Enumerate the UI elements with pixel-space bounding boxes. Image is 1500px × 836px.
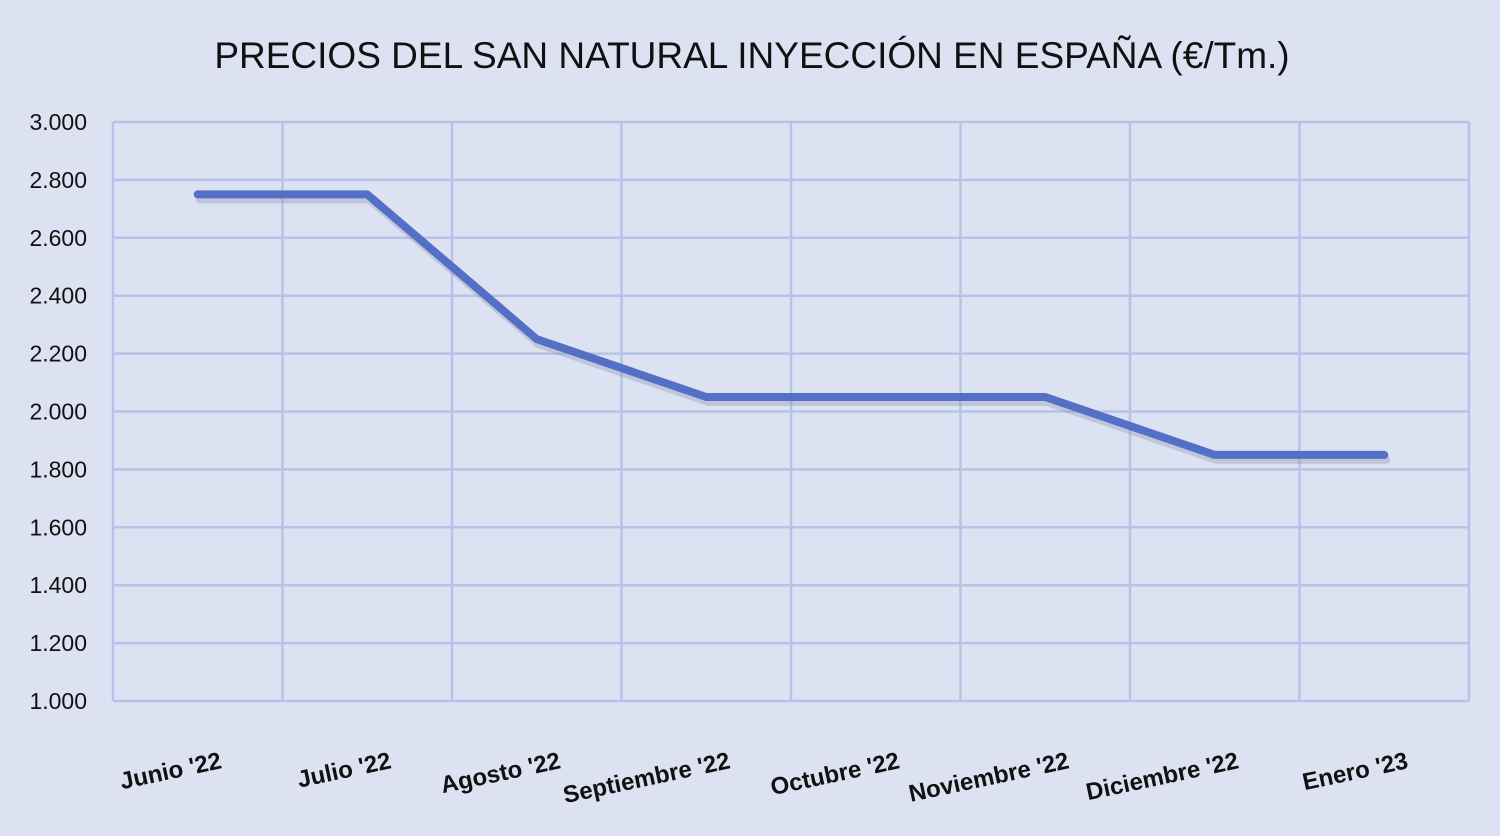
series bbox=[193, 190, 1391, 464]
y-axis: 1.000 1.200 1.400 1.600 1.800 2.000 2.200 2.400… bbox=[29, 109, 87, 714]
x-tick-label: Enero '23 bbox=[1300, 747, 1410, 796]
series-line bbox=[193, 190, 1389, 459]
y-tick-label: 1.000 bbox=[29, 688, 87, 714]
x-tick-label: Agosto '22 bbox=[438, 747, 563, 799]
y-tick-label: 2.000 bbox=[29, 399, 87, 425]
x-tick-label: Noviembre '22 bbox=[906, 747, 1071, 807]
gridlines bbox=[111, 120, 1471, 703]
y-tick-label: 3.000 bbox=[29, 109, 87, 135]
x-tick-label: Diciembre '22 bbox=[1084, 747, 1241, 806]
y-tick-label: 1.400 bbox=[29, 572, 87, 598]
y-tick-label: 1.800 bbox=[29, 456, 87, 482]
y-tick-label: 1.200 bbox=[29, 630, 87, 656]
x-tick-label: Julio '22 bbox=[295, 747, 394, 793]
y-tick-label: 2.200 bbox=[29, 341, 87, 367]
x-tick-label: Septiembre '22 bbox=[561, 747, 733, 809]
y-tick-label: 1.600 bbox=[29, 514, 87, 540]
x-tick-label: Junio '22 bbox=[118, 747, 224, 795]
chart-title: PRECIOS DEL SAN NATURAL INYECCIÓN EN ESP… bbox=[214, 35, 1289, 76]
x-tick-label: Octubre '22 bbox=[768, 747, 902, 801]
y-tick-label: 2.800 bbox=[29, 167, 87, 193]
y-tick-label: 2.400 bbox=[29, 283, 87, 309]
y-tick-label: 2.600 bbox=[29, 225, 87, 251]
